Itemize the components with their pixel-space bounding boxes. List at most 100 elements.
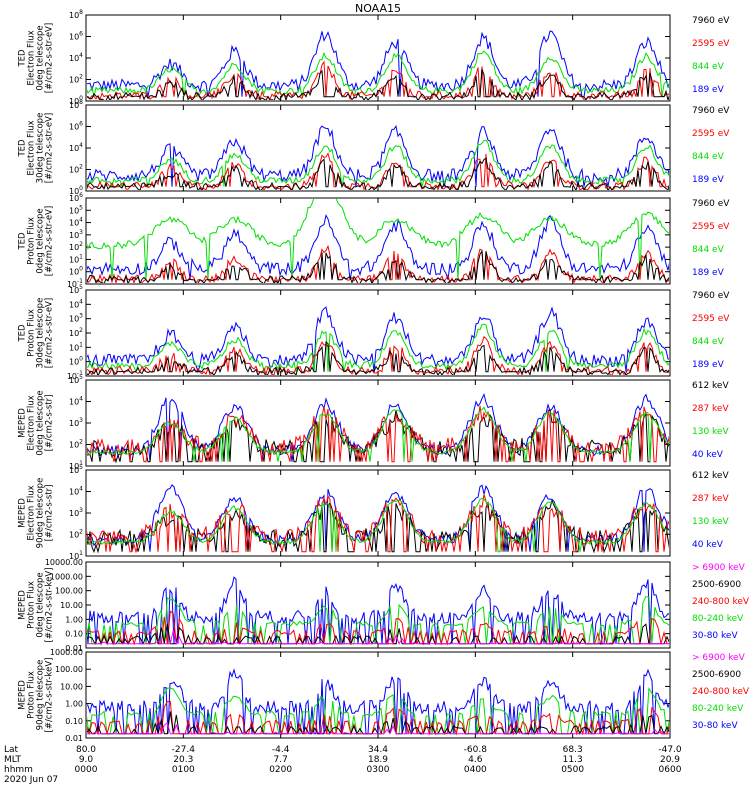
legend-entry: 40 keV <box>692 540 724 550</box>
x-tick-label: 9.0 <box>79 755 94 765</box>
series-line <box>87 687 669 735</box>
y-tick-label: 101 <box>69 253 83 264</box>
y-axis-label: TEDProton Flux30deg telescope[#/cm2-s-st… <box>18 298 55 369</box>
y-tick-label: 10000.00 <box>45 558 83 567</box>
y-tick-label: 0.01 <box>65 644 83 653</box>
y-tick-label: 1.00 <box>65 700 83 709</box>
series-line <box>87 139 669 189</box>
y-tick-label: 102 <box>69 327 83 338</box>
legend-entry: 2500-6900 <box>692 670 741 680</box>
x-tick-label: -4.4 <box>272 745 290 755</box>
legend-entry: 240-800 keV <box>692 597 750 607</box>
legend-entry: 844 eV <box>692 245 725 255</box>
y-tick-label: 105 <box>69 464 83 475</box>
series-line <box>87 406 669 462</box>
legend-entry: 287 keV <box>692 404 729 414</box>
y-tick-label: 10-1 <box>67 278 83 289</box>
traces <box>87 199 669 283</box>
series-line <box>87 50 669 99</box>
y-tick-label: 103 <box>69 417 83 428</box>
y-tick-label: 0.01 <box>65 734 83 743</box>
series-line <box>87 596 669 645</box>
y-axis-label: TEDProton Flux0deg telescope[#/cm2-s-str… <box>18 206 55 276</box>
panel-ted-e-0: 100 102 104 106 108 TEDElectron Flux0deg tele… <box>18 9 731 106</box>
x-tick-label: -47.0 <box>658 745 682 755</box>
x-tick-label: -60.8 <box>464 745 488 755</box>
legend-entry: 130 keV <box>692 517 729 527</box>
series-line <box>87 405 669 463</box>
y-axis-label: TEDElectron Flux30deg telescope[#/cm2-s-… <box>18 113 55 184</box>
panel-frame <box>85 14 671 102</box>
series-line <box>87 630 669 646</box>
y-tick-label: 100.00 <box>55 587 83 596</box>
legend-entry: 40 keV <box>692 450 724 460</box>
legend-entry: 7960 eV <box>692 16 730 26</box>
traces <box>87 484 669 554</box>
x-tick-label: 0500 <box>561 765 584 775</box>
x-tick-label: 20.3 <box>173 755 193 765</box>
traces <box>87 306 669 375</box>
y-tick-label: 100 <box>69 185 83 196</box>
series-line <box>87 124 669 187</box>
x-tick-label: 18.9 <box>368 755 388 765</box>
y-tick-label: 106 <box>69 192 83 203</box>
legend-entry: 287 keV <box>692 494 729 504</box>
y-tick-label: 100.00 <box>55 665 83 674</box>
panel-meped-e-0: 101 102 103 104 105 MEPEDElectron Flux0deg te… <box>18 374 730 471</box>
legend-entry: 80-240 keV <box>692 704 744 714</box>
legend-entry: 7960 eV <box>692 291 730 301</box>
series-line <box>87 199 669 280</box>
legend-entry: 844 eV <box>692 337 725 347</box>
x-tick-label: 7.7 <box>274 755 288 765</box>
series-line <box>87 214 669 280</box>
y-tick-label: 104 <box>69 142 83 153</box>
y-tick-label: 10-1 <box>67 370 83 381</box>
series-line <box>87 323 669 374</box>
series-line <box>87 499 669 554</box>
traces <box>87 668 669 736</box>
legend-entry: 2500-6900 <box>692 580 741 590</box>
traces <box>87 392 669 464</box>
legend-entry: 2595 eV <box>692 129 730 139</box>
series-line <box>87 576 669 645</box>
y-axis-label: MEPEDProton Flux0deg telescope[#/cm2-s-s… <box>18 568 55 643</box>
y-axis-label: TEDElectron Flux0deg telescope[#/cm2-s-s… <box>18 23 55 93</box>
x-tick-label: 0100 <box>172 765 195 775</box>
legend-entry: > 6900 keV <box>692 563 746 573</box>
y-tick-label: 108 <box>69 9 83 20</box>
y-tick-label: 0.10 <box>65 717 83 726</box>
y-tick-label: 104 <box>69 298 83 309</box>
panel-ted-p-30: 10-1 100 101 102 103 104 105 TEDProton Flux30de… <box>18 284 731 381</box>
y-tick-label: 105 <box>69 374 83 385</box>
x-tick-label: 34.4 <box>368 745 388 755</box>
panel-frame <box>85 197 671 285</box>
y-tick-label: 103 <box>69 229 83 240</box>
x-row-label-hhmm: hhmm <box>4 765 33 775</box>
y-tick-label: 101 <box>69 550 83 561</box>
x-row-label-lat: Lat <box>4 745 19 755</box>
legend-entry: 189 eV <box>692 268 725 278</box>
x-tick-label: 68.3 <box>563 745 583 755</box>
y-tick-label: 102 <box>69 529 83 540</box>
legend-entry: 844 eV <box>692 62 725 72</box>
x-row-label-date: 2020 Jun 07 <box>4 775 58 785</box>
x-tick-label: 0400 <box>464 765 487 775</box>
legend-entry: 2595 eV <box>692 39 730 49</box>
legend-entry: 240-800 keV <box>692 687 750 697</box>
traces <box>87 30 669 100</box>
legend-entry: 7960 eV <box>692 106 730 116</box>
legend-entry: 80-240 keV <box>692 614 744 624</box>
chart-title: NOAA15 <box>355 2 401 15</box>
y-tick-label: 100 <box>69 356 83 367</box>
y-axis-label: MEPEDElectron Flux0deg telescope[#/cm2-s… <box>18 390 55 455</box>
legend-entry: 30-80 keV <box>692 631 738 641</box>
x-tick-label: 80.0 <box>76 745 96 755</box>
x-row-label-mlt: MLT <box>4 755 22 765</box>
series-line <box>87 30 669 98</box>
y-tick-label: 104 <box>69 52 83 63</box>
panel-meped-p-0: 0.01 0.10 1.00 10.00 100.00 1000.00 10000.00ME… <box>18 558 750 653</box>
legend-entry: 7960 eV <box>692 199 730 209</box>
y-tick-label: 1000.00 <box>50 572 83 581</box>
